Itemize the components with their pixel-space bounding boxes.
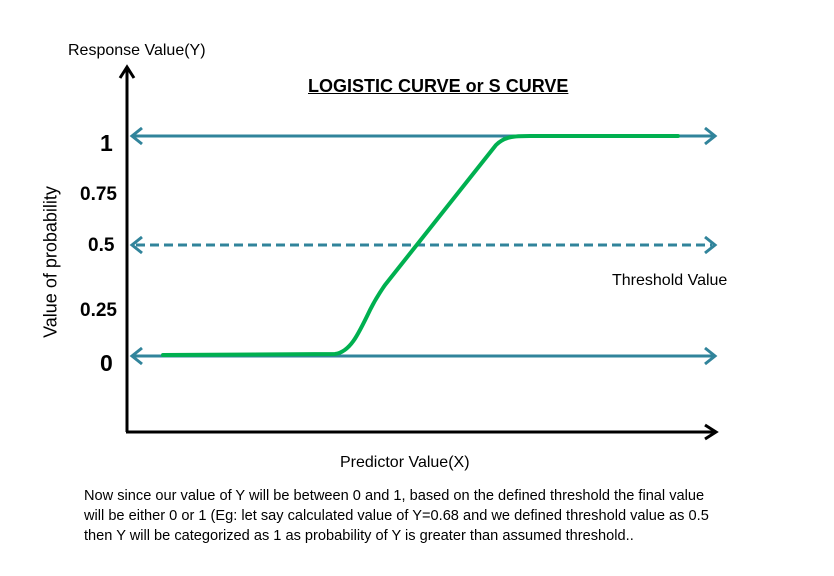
note-line-2: will be either 0 or 1 (Eg: let say calcu…	[84, 508, 709, 524]
note-line-1: Now since our value of Y will be between…	[84, 488, 705, 504]
logistic-curve	[161, 134, 680, 357]
y-tick-1: 1	[100, 130, 113, 156]
y-axis-side-label: Value of probability	[40, 186, 61, 338]
y-axis-arrowhead	[118, 64, 136, 79]
y-axis-top-label: Response Value(Y)	[68, 42, 206, 59]
x-axis-label: Predictor Value(X)	[340, 454, 470, 471]
y-tick-0: 0	[100, 350, 113, 376]
threshold-line	[129, 235, 718, 255]
note-line-3: then Y will be categorized as 1 as proba…	[84, 528, 634, 544]
y-tick-0.25: 0.25	[80, 300, 117, 321]
chart-title: LOGISTIC CURVE or S CURVE	[308, 76, 569, 96]
x-axis-arrowhead	[704, 423, 719, 441]
y-tick-0.75: 0.75	[80, 184, 117, 205]
y-tick-0.5: 0.5	[88, 235, 115, 256]
explanation-note: Now since our value of Y will be between…	[84, 486, 824, 546]
threshold-label: Threshold Value	[612, 272, 728, 289]
